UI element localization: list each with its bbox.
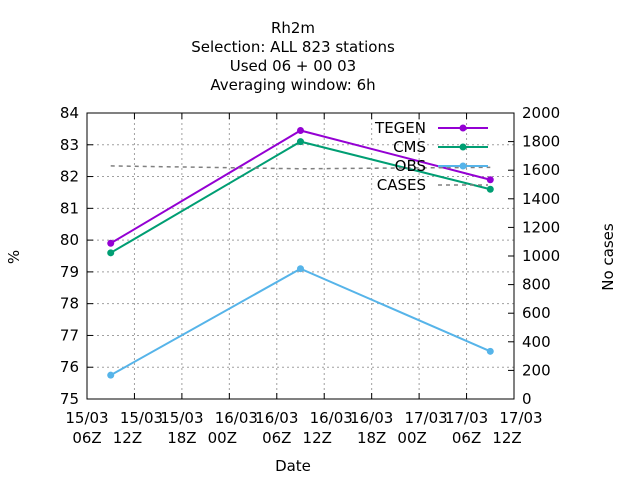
- x-tick-label-day: 16/03: [255, 409, 298, 427]
- y2-tick-label: 1200: [522, 218, 560, 236]
- x-tick-label-hour: 12Z: [492, 429, 521, 447]
- y2-tick-label: 800: [522, 276, 551, 294]
- x-tick-label-hour: 06Z: [452, 429, 481, 447]
- series-line-tegen: [110, 129, 491, 245]
- x-tick-label-day: 17/03: [499, 409, 542, 427]
- x-tick-label-day: 16/03: [310, 409, 353, 427]
- title-line-3: Used 06 + 00 03: [230, 57, 356, 75]
- legend-label-cases: CASES: [377, 176, 426, 194]
- x-tick-label-day: 15/03: [160, 409, 203, 427]
- data-point-obs: [107, 371, 115, 379]
- x-tick-label-hour: 12Z: [113, 429, 142, 447]
- data-point-tegen: [486, 176, 494, 184]
- y-tick-label: 84: [60, 104, 79, 122]
- y-tick-labels: 75 76 77 78 79 80 81 82 83 84: [60, 104, 79, 408]
- x-tick-label-day: 15/03: [65, 409, 108, 427]
- x-tick-label-day: 17/03: [404, 409, 447, 427]
- y2-tick-label: 1600: [522, 161, 560, 179]
- y2-tick-label: 1800: [522, 133, 560, 151]
- y-tick-label: 79: [60, 263, 79, 281]
- x-tick-label-day: 16/03: [350, 409, 393, 427]
- y2-tick-label: 600: [522, 304, 551, 322]
- series-line-cms: [110, 140, 491, 254]
- grid: [87, 113, 514, 399]
- x-tick-label-hour: 18Z: [357, 429, 386, 447]
- y-tick-label: 80: [60, 231, 79, 249]
- x-tick-label-day: 15/03: [120, 409, 163, 427]
- y2-tick-label: 0: [522, 390, 532, 408]
- series-line-cases: [110, 165, 491, 170]
- plot-frame: [86, 112, 515, 400]
- series-lines: [107, 126, 494, 379]
- data-point-cms: [107, 249, 115, 257]
- y-axis-label: %: [5, 250, 23, 264]
- legend-marker-cms: [459, 143, 467, 151]
- data-point-cms: [297, 138, 304, 146]
- data-point-obs: [297, 265, 304, 273]
- y2-tick-label: 1400: [522, 190, 560, 208]
- x-tick-label-hour: 06Z: [262, 429, 291, 447]
- legend-marker-tegen: [459, 124, 467, 132]
- y-tick-label: 77: [60, 326, 79, 344]
- x-tick-label-hour: 18Z: [167, 429, 196, 447]
- chart-title: Rh2m Selection: ALL 823 stations Used 06…: [191, 19, 395, 94]
- x-tick-label-hour: 06Z: [72, 429, 101, 447]
- x-tick-label-day: 16/03: [215, 409, 258, 427]
- data-point-obs: [486, 347, 494, 355]
- x-tick-label-hour: 12Z: [303, 429, 332, 447]
- legend-label-cms: CMS: [393, 138, 426, 156]
- title-line-1: Rh2m: [271, 19, 315, 37]
- data-point-cms: [486, 185, 494, 193]
- series-line-obs: [110, 267, 491, 377]
- y-tick-label: 78: [60, 295, 79, 313]
- data-point-tegen: [107, 239, 115, 247]
- data-point-tegen: [297, 126, 304, 134]
- y-tick-label: 76: [60, 358, 79, 376]
- x-tick-label-day: 17/03: [445, 409, 488, 427]
- x-tick-label-hour: 00Z: [397, 429, 426, 447]
- y2-tick-label: 1000: [522, 247, 560, 265]
- axis-ticks: [86, 112, 515, 400]
- y2-tick-labels: 0 200 400 600 800 1000 1200 1400 1600 1800 2000: [522, 104, 560, 408]
- x-tick-labels: 15/0306Z15/0312Z15/0318Z16/0300Z16/0306Z…: [65, 409, 542, 447]
- y2-tick-label: 200: [522, 361, 551, 379]
- title-line-2: Selection: ALL 823 stations: [191, 38, 395, 56]
- y-tick-label: 81: [60, 199, 79, 217]
- y2-tick-label: 2000: [522, 104, 560, 122]
- legend-label-tegen: TEGEN: [374, 119, 426, 137]
- legend-label-obs: OBS: [395, 157, 426, 175]
- title-line-4: Averaging window: 6h: [210, 76, 375, 94]
- y2-axis-label: No cases: [599, 223, 617, 291]
- y-tick-label: 75: [60, 390, 79, 408]
- y2-tick-label: 400: [522, 333, 551, 351]
- y-tick-label: 82: [60, 168, 79, 186]
- y-tick-label: 83: [60, 136, 79, 154]
- legend-marker-obs: [459, 162, 467, 170]
- x-axis-label: Date: [275, 457, 311, 475]
- x-tick-label-hour: 00Z: [208, 429, 237, 447]
